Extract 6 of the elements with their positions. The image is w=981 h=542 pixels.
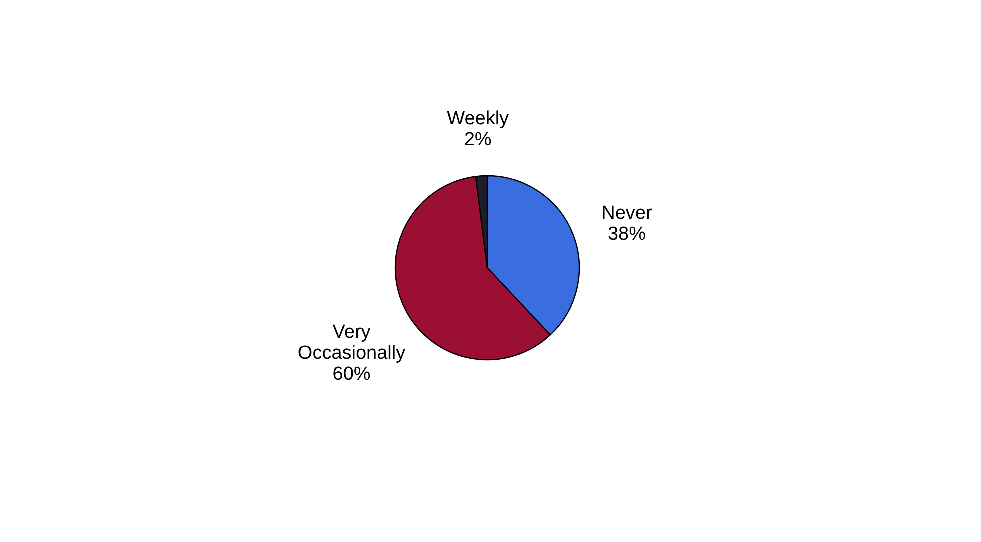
slice-label: Very Occasionally	[298, 322, 406, 364]
slice-label: Weekly	[447, 108, 510, 130]
data-label: 2%	[464, 129, 492, 150]
slice-label: Never	[602, 202, 653, 224]
data-label: 60%	[332, 364, 371, 385]
data-label: 38%	[608, 224, 646, 245]
